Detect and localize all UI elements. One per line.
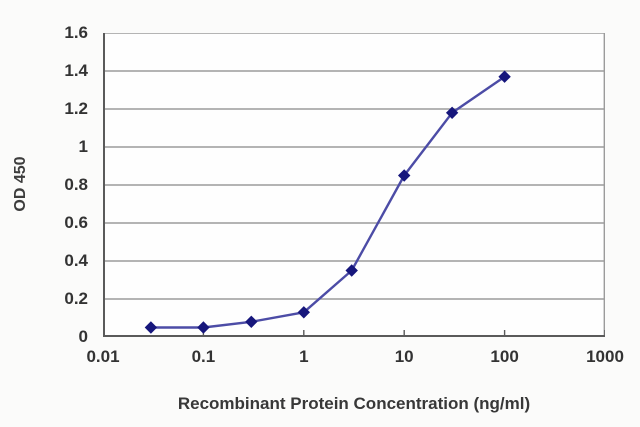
y-tick-label: 1: [78, 137, 88, 156]
data-point-marker: [297, 306, 311, 319]
y-tick-label: 0.8: [64, 175, 88, 194]
y-tick-label: 0.6: [64, 213, 88, 232]
data-point-marker: [245, 315, 258, 329]
x-tick-label: 1: [299, 347, 309, 366]
x-tick-label: 100: [490, 347, 519, 366]
y-tick-label: 1.4: [64, 61, 88, 80]
y-tick-label: 1.6: [64, 23, 88, 42]
data-point-marker: [445, 106, 459, 120]
data-point-marker: [144, 321, 158, 334]
data-series-line: [150, 75, 506, 329]
x-tick-label: 0.01: [86, 347, 120, 366]
x-tick-label: 1000: [586, 347, 624, 366]
x-tick-label: 10: [394, 347, 414, 366]
y-tick-label: 0.4: [64, 251, 88, 270]
y-tick-label: 1.2: [64, 99, 88, 118]
data-point-marker: [397, 169, 411, 182]
plot-svg: [103, 33, 605, 337]
plot-area: [103, 33, 605, 337]
data-point-marker: [345, 264, 358, 277]
x-axis-title: Recombinant Protein Concentration (ng/ml…: [177, 394, 531, 413]
y-tick-label: 0.2: [64, 289, 88, 308]
data-point-marker: [498, 70, 511, 83]
y-tick-label: 0: [78, 327, 88, 346]
data-point-marker: [197, 321, 210, 334]
x-tick-label: 0.1: [191, 347, 216, 366]
